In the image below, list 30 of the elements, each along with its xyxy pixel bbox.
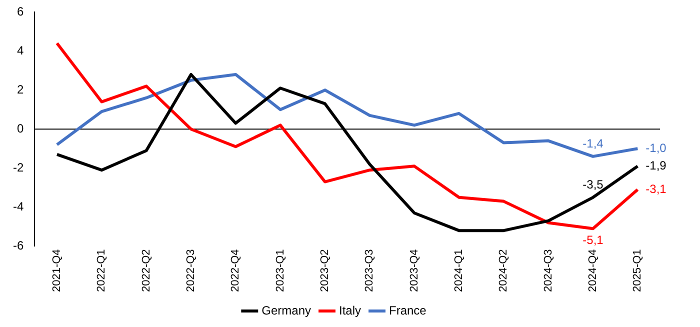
data-label: -5,1 xyxy=(582,232,604,247)
y-tick-label: -2 xyxy=(13,160,24,174)
data-label: -1,9 xyxy=(646,158,667,172)
y-tick-label: 0 xyxy=(16,121,24,136)
y-tick-label: 6 xyxy=(16,4,24,18)
x-tick-label: 2023-Q2 xyxy=(319,249,332,292)
legend-label: Germany xyxy=(262,303,312,318)
x-tick-label: 2022-Q4 xyxy=(230,249,242,292)
x-tick-label: 2023-Q3 xyxy=(364,249,376,292)
x-tick-label: 2024-Q3 xyxy=(542,249,554,292)
x-tick-label: 2024-Q2 xyxy=(498,249,510,292)
data-label: -3,1 xyxy=(646,182,667,196)
x-tick-label: 2022-Q1 xyxy=(96,249,108,292)
y-tick-label: -4 xyxy=(13,199,24,214)
x-tick-label: 2022-Q3 xyxy=(185,249,198,292)
data-label: -1,4 xyxy=(582,136,604,151)
x-tick-label: 2023-Q4 xyxy=(408,249,420,292)
data-label: -3,5 xyxy=(582,178,604,192)
x-tick-label: 2025-Q1 xyxy=(632,249,644,292)
x-tick-label: 2021-Q4 xyxy=(51,249,64,292)
x-tick-label: 2024-Q1 xyxy=(453,249,466,292)
data-label: -1,0 xyxy=(646,140,667,155)
y-tick-label: 4 xyxy=(16,43,24,58)
x-tick-label: 2024-Q4 xyxy=(587,249,600,292)
x-tick-label: 2022-Q2 xyxy=(140,249,152,292)
y-tick-label: 2 xyxy=(16,82,24,96)
x-tick-label: 2023-Q1 xyxy=(274,249,286,292)
legend-label: Italy xyxy=(338,303,362,318)
y-tick-label: -6 xyxy=(13,238,24,253)
legend-label: France xyxy=(389,303,427,318)
